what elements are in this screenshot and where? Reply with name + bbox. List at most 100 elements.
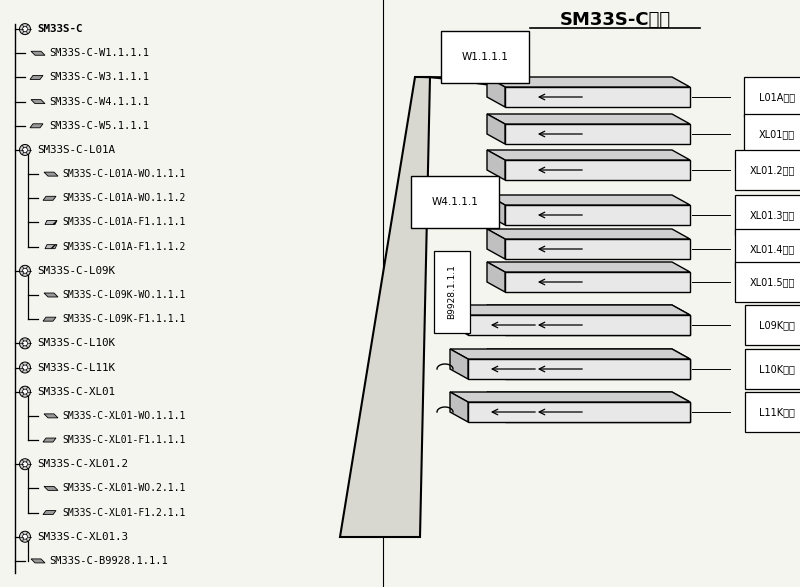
FancyBboxPatch shape	[505, 160, 690, 180]
Polygon shape	[487, 262, 505, 292]
Polygon shape	[31, 559, 45, 563]
FancyBboxPatch shape	[505, 205, 690, 225]
Polygon shape	[43, 196, 56, 200]
Polygon shape	[487, 150, 505, 180]
Text: SM33S-C中组: SM33S-C中组	[559, 11, 670, 29]
Polygon shape	[450, 349, 468, 379]
Polygon shape	[487, 150, 690, 160]
Text: L01A小组: L01A小组	[759, 92, 795, 102]
FancyBboxPatch shape	[468, 402, 690, 422]
Text: SM33S-C-W5.1.1.1: SM33S-C-W5.1.1.1	[49, 121, 149, 131]
Polygon shape	[487, 349, 690, 359]
Polygon shape	[487, 195, 690, 205]
Text: XL01.4小组: XL01.4小组	[750, 244, 795, 254]
Text: W1.1.1.1: W1.1.1.1	[462, 52, 509, 62]
Text: L09K小组: L09K小组	[759, 320, 795, 330]
Polygon shape	[487, 392, 505, 422]
Polygon shape	[340, 77, 430, 537]
Polygon shape	[45, 245, 57, 249]
Text: SM33S-C-B9928.1.1.1: SM33S-C-B9928.1.1.1	[49, 556, 168, 566]
Circle shape	[19, 458, 30, 470]
Text: L10K小组: L10K小组	[759, 364, 795, 374]
FancyBboxPatch shape	[468, 359, 690, 379]
Polygon shape	[44, 172, 58, 176]
Circle shape	[19, 144, 30, 156]
Polygon shape	[487, 349, 505, 379]
Text: SM33S-C-L09K-F1.1.1.1: SM33S-C-L09K-F1.1.1.1	[62, 314, 186, 324]
Circle shape	[22, 26, 27, 32]
Polygon shape	[43, 317, 56, 321]
Circle shape	[22, 147, 27, 153]
Text: L11K小组: L11K小组	[759, 407, 795, 417]
FancyBboxPatch shape	[505, 124, 690, 144]
Polygon shape	[487, 77, 690, 87]
Text: SM33S-C-L09K-WO.1.1.1: SM33S-C-L09K-WO.1.1.1	[62, 290, 186, 300]
Text: W4.1.1.1: W4.1.1.1	[431, 197, 478, 207]
Polygon shape	[450, 305, 690, 315]
Polygon shape	[450, 392, 690, 402]
Text: SM33S-C-W1.1.1.1: SM33S-C-W1.1.1.1	[49, 48, 149, 58]
Circle shape	[19, 265, 30, 276]
Text: SM33S-C-L01A-WO.1.1.2: SM33S-C-L01A-WO.1.1.2	[62, 193, 186, 203]
Circle shape	[19, 386, 30, 397]
Polygon shape	[450, 349, 690, 359]
Circle shape	[22, 534, 27, 539]
Circle shape	[19, 362, 30, 373]
Polygon shape	[44, 414, 58, 418]
Circle shape	[19, 338, 30, 349]
Polygon shape	[45, 221, 57, 224]
Text: SM33S-C-XL01.2: SM33S-C-XL01.2	[37, 459, 128, 469]
FancyBboxPatch shape	[505, 239, 690, 259]
Circle shape	[19, 23, 30, 35]
Text: SM33S-C: SM33S-C	[37, 24, 82, 34]
Text: SM33S-C-XL01-F1.1.1.1: SM33S-C-XL01-F1.1.1.1	[62, 435, 186, 445]
Polygon shape	[43, 511, 56, 515]
Text: XL01小组: XL01小组	[759, 129, 795, 139]
Text: SM33S-C-L01A-F1.1.1.2: SM33S-C-L01A-F1.1.1.2	[62, 242, 186, 252]
Text: SM33S-C-L01A-WO.1.1.1: SM33S-C-L01A-WO.1.1.1	[62, 169, 186, 179]
Polygon shape	[487, 114, 505, 144]
Polygon shape	[43, 438, 56, 442]
Circle shape	[22, 268, 27, 274]
FancyBboxPatch shape	[468, 315, 690, 335]
Text: SM33S-C-L11K: SM33S-C-L11K	[37, 363, 115, 373]
Text: B9928.1.1.1: B9928.1.1.1	[447, 265, 457, 319]
FancyBboxPatch shape	[505, 359, 690, 379]
Text: SM33S-C-W3.1.1.1: SM33S-C-W3.1.1.1	[49, 72, 149, 82]
Circle shape	[22, 341, 27, 346]
Circle shape	[22, 389, 27, 394]
Polygon shape	[487, 195, 505, 225]
Circle shape	[19, 531, 30, 542]
Polygon shape	[30, 124, 43, 128]
Text: SM33S-C-XL01-F1.2.1.1: SM33S-C-XL01-F1.2.1.1	[62, 508, 186, 518]
Polygon shape	[44, 293, 58, 297]
Polygon shape	[450, 392, 468, 422]
Polygon shape	[44, 487, 58, 490]
Text: XL01.3小组: XL01.3小组	[750, 210, 795, 220]
Polygon shape	[450, 305, 468, 335]
Text: SM33S-C-XL01-WO.1.1.1: SM33S-C-XL01-WO.1.1.1	[62, 411, 186, 421]
Circle shape	[22, 365, 27, 370]
Text: SM33S-C-W4.1.1.1: SM33S-C-W4.1.1.1	[49, 97, 149, 107]
FancyBboxPatch shape	[505, 87, 690, 107]
Text: SM33S-C-XL01.3: SM33S-C-XL01.3	[37, 532, 128, 542]
FancyBboxPatch shape	[505, 315, 690, 335]
Text: XL01.5小组: XL01.5小组	[750, 277, 795, 287]
Text: SM33S-C-XL01: SM33S-C-XL01	[37, 387, 115, 397]
Polygon shape	[31, 100, 45, 104]
Polygon shape	[487, 305, 690, 315]
Polygon shape	[487, 305, 505, 335]
Circle shape	[22, 462, 27, 467]
Polygon shape	[487, 229, 505, 259]
Text: SM33S-C-L09K: SM33S-C-L09K	[37, 266, 115, 276]
FancyBboxPatch shape	[505, 402, 690, 422]
Polygon shape	[487, 77, 505, 107]
Polygon shape	[487, 262, 690, 272]
Text: SM33S-C-L01A: SM33S-C-L01A	[37, 145, 115, 155]
FancyBboxPatch shape	[505, 272, 690, 292]
Text: SM33S-C-L10K: SM33S-C-L10K	[37, 338, 115, 348]
Polygon shape	[31, 51, 45, 55]
Text: SM33S-C-L01A-F1.1.1.1: SM33S-C-L01A-F1.1.1.1	[62, 217, 186, 228]
Polygon shape	[487, 229, 690, 239]
Polygon shape	[487, 114, 690, 124]
